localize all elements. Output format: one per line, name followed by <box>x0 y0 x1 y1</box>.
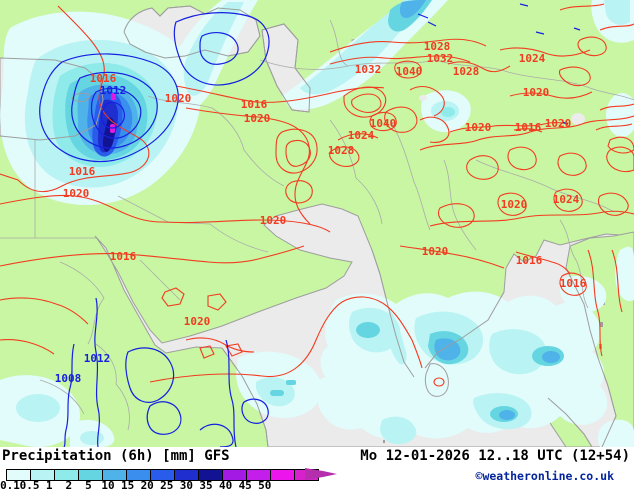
pressure-label: 1020 <box>465 121 492 134</box>
pressure-label: 1020 <box>260 214 287 227</box>
pressure-label: 1020 <box>165 92 192 105</box>
pressure-label: 1008 <box>55 372 82 385</box>
pressure-label: 1028 <box>328 144 355 157</box>
scale-tick: 35 <box>199 479 213 490</box>
scale-tick: 10 <box>101 479 115 490</box>
pressure-label: 1024 <box>519 52 546 65</box>
pressure-label: 1016 <box>516 254 543 267</box>
pressure-label: 1032 <box>427 52 454 65</box>
pressure-label: 1020 <box>523 86 550 99</box>
scale-color-box <box>223 470 247 480</box>
forecast-datetime: Mo 12-01-2026 12..18 UTC (12+54) <box>360 448 630 464</box>
pressure-label: 1016 <box>69 165 96 178</box>
scale-tick: 50 <box>258 479 272 490</box>
pressure-label: 1040 <box>396 65 423 78</box>
pressure-label: 1016 <box>515 121 542 134</box>
pressure-label: 1020 <box>501 198 528 211</box>
pressure-label: 1020 <box>184 315 211 328</box>
scale-color-box <box>175 470 199 480</box>
pressure-label: 1020 <box>63 187 90 200</box>
scale-color-box <box>79 470 103 480</box>
pressure-label: 1024 <box>553 193 580 206</box>
pressure-label: 1028 <box>424 40 451 53</box>
copyright-text: ©weatheronline.co.uk <box>475 469 614 483</box>
pressure-label: 1016 <box>241 98 268 111</box>
scale-tick-labels: 0.1 0.5 1 2 5 10 15 20 25 30 35 40 45 50 <box>0 479 360 490</box>
scale-tick: 5 <box>85 479 92 490</box>
legend-bar: Precipitation (6h) [mm] GFS Mo 12-01-202… <box>0 447 634 490</box>
scale-tick: 1 <box>45 479 53 490</box>
pressure-label: 1016 <box>560 277 587 290</box>
scale-tick: 25 <box>160 479 174 490</box>
pressure-label: 1020 <box>422 245 449 258</box>
pressure-label: 1016 <box>110 250 137 263</box>
scale-color-box <box>55 470 79 480</box>
scale-color-box <box>103 470 127 480</box>
scale-color-box <box>127 470 151 480</box>
scale-color-box <box>7 470 31 480</box>
scale-color-box <box>247 470 271 480</box>
pressure-label: 1024 <box>348 129 375 142</box>
pressure-label: 1040 <box>370 117 397 130</box>
scale-tick: 45 <box>238 479 252 490</box>
scale-tick: 15 <box>120 479 135 490</box>
scale-color-box <box>151 470 175 480</box>
scale-color-box <box>271 470 295 480</box>
scale-color-box <box>31 470 55 480</box>
pressure-label: 1012 <box>84 352 111 365</box>
scale-tick: 0.5 <box>19 479 40 490</box>
pressure-label: 1016 <box>90 72 117 85</box>
scale-tick: 2 <box>65 479 73 490</box>
scale-tick: 0.1 <box>0 479 20 490</box>
pressure-label: 1012 <box>100 84 127 97</box>
scale-tick: 30 <box>179 479 194 490</box>
pressure-label: 1028 <box>453 65 480 78</box>
pressure-label: 1020 <box>244 112 271 125</box>
legend-title: Precipitation (6h) [mm] GFS <box>2 448 230 464</box>
pressure-label: 1020 <box>545 117 572 130</box>
scale-arrow-shape <box>305 468 337 480</box>
scale-arrow <box>305 468 337 480</box>
coastlines-overlay <box>0 5 617 447</box>
pressure-label: 1032 <box>355 63 382 76</box>
blue-isobars <box>39 3 581 447</box>
scale-color-box <box>199 470 223 480</box>
scale-tick: 20 <box>140 479 154 490</box>
red-isobars <box>0 3 634 387</box>
scale-tick: 40 <box>218 479 233 490</box>
